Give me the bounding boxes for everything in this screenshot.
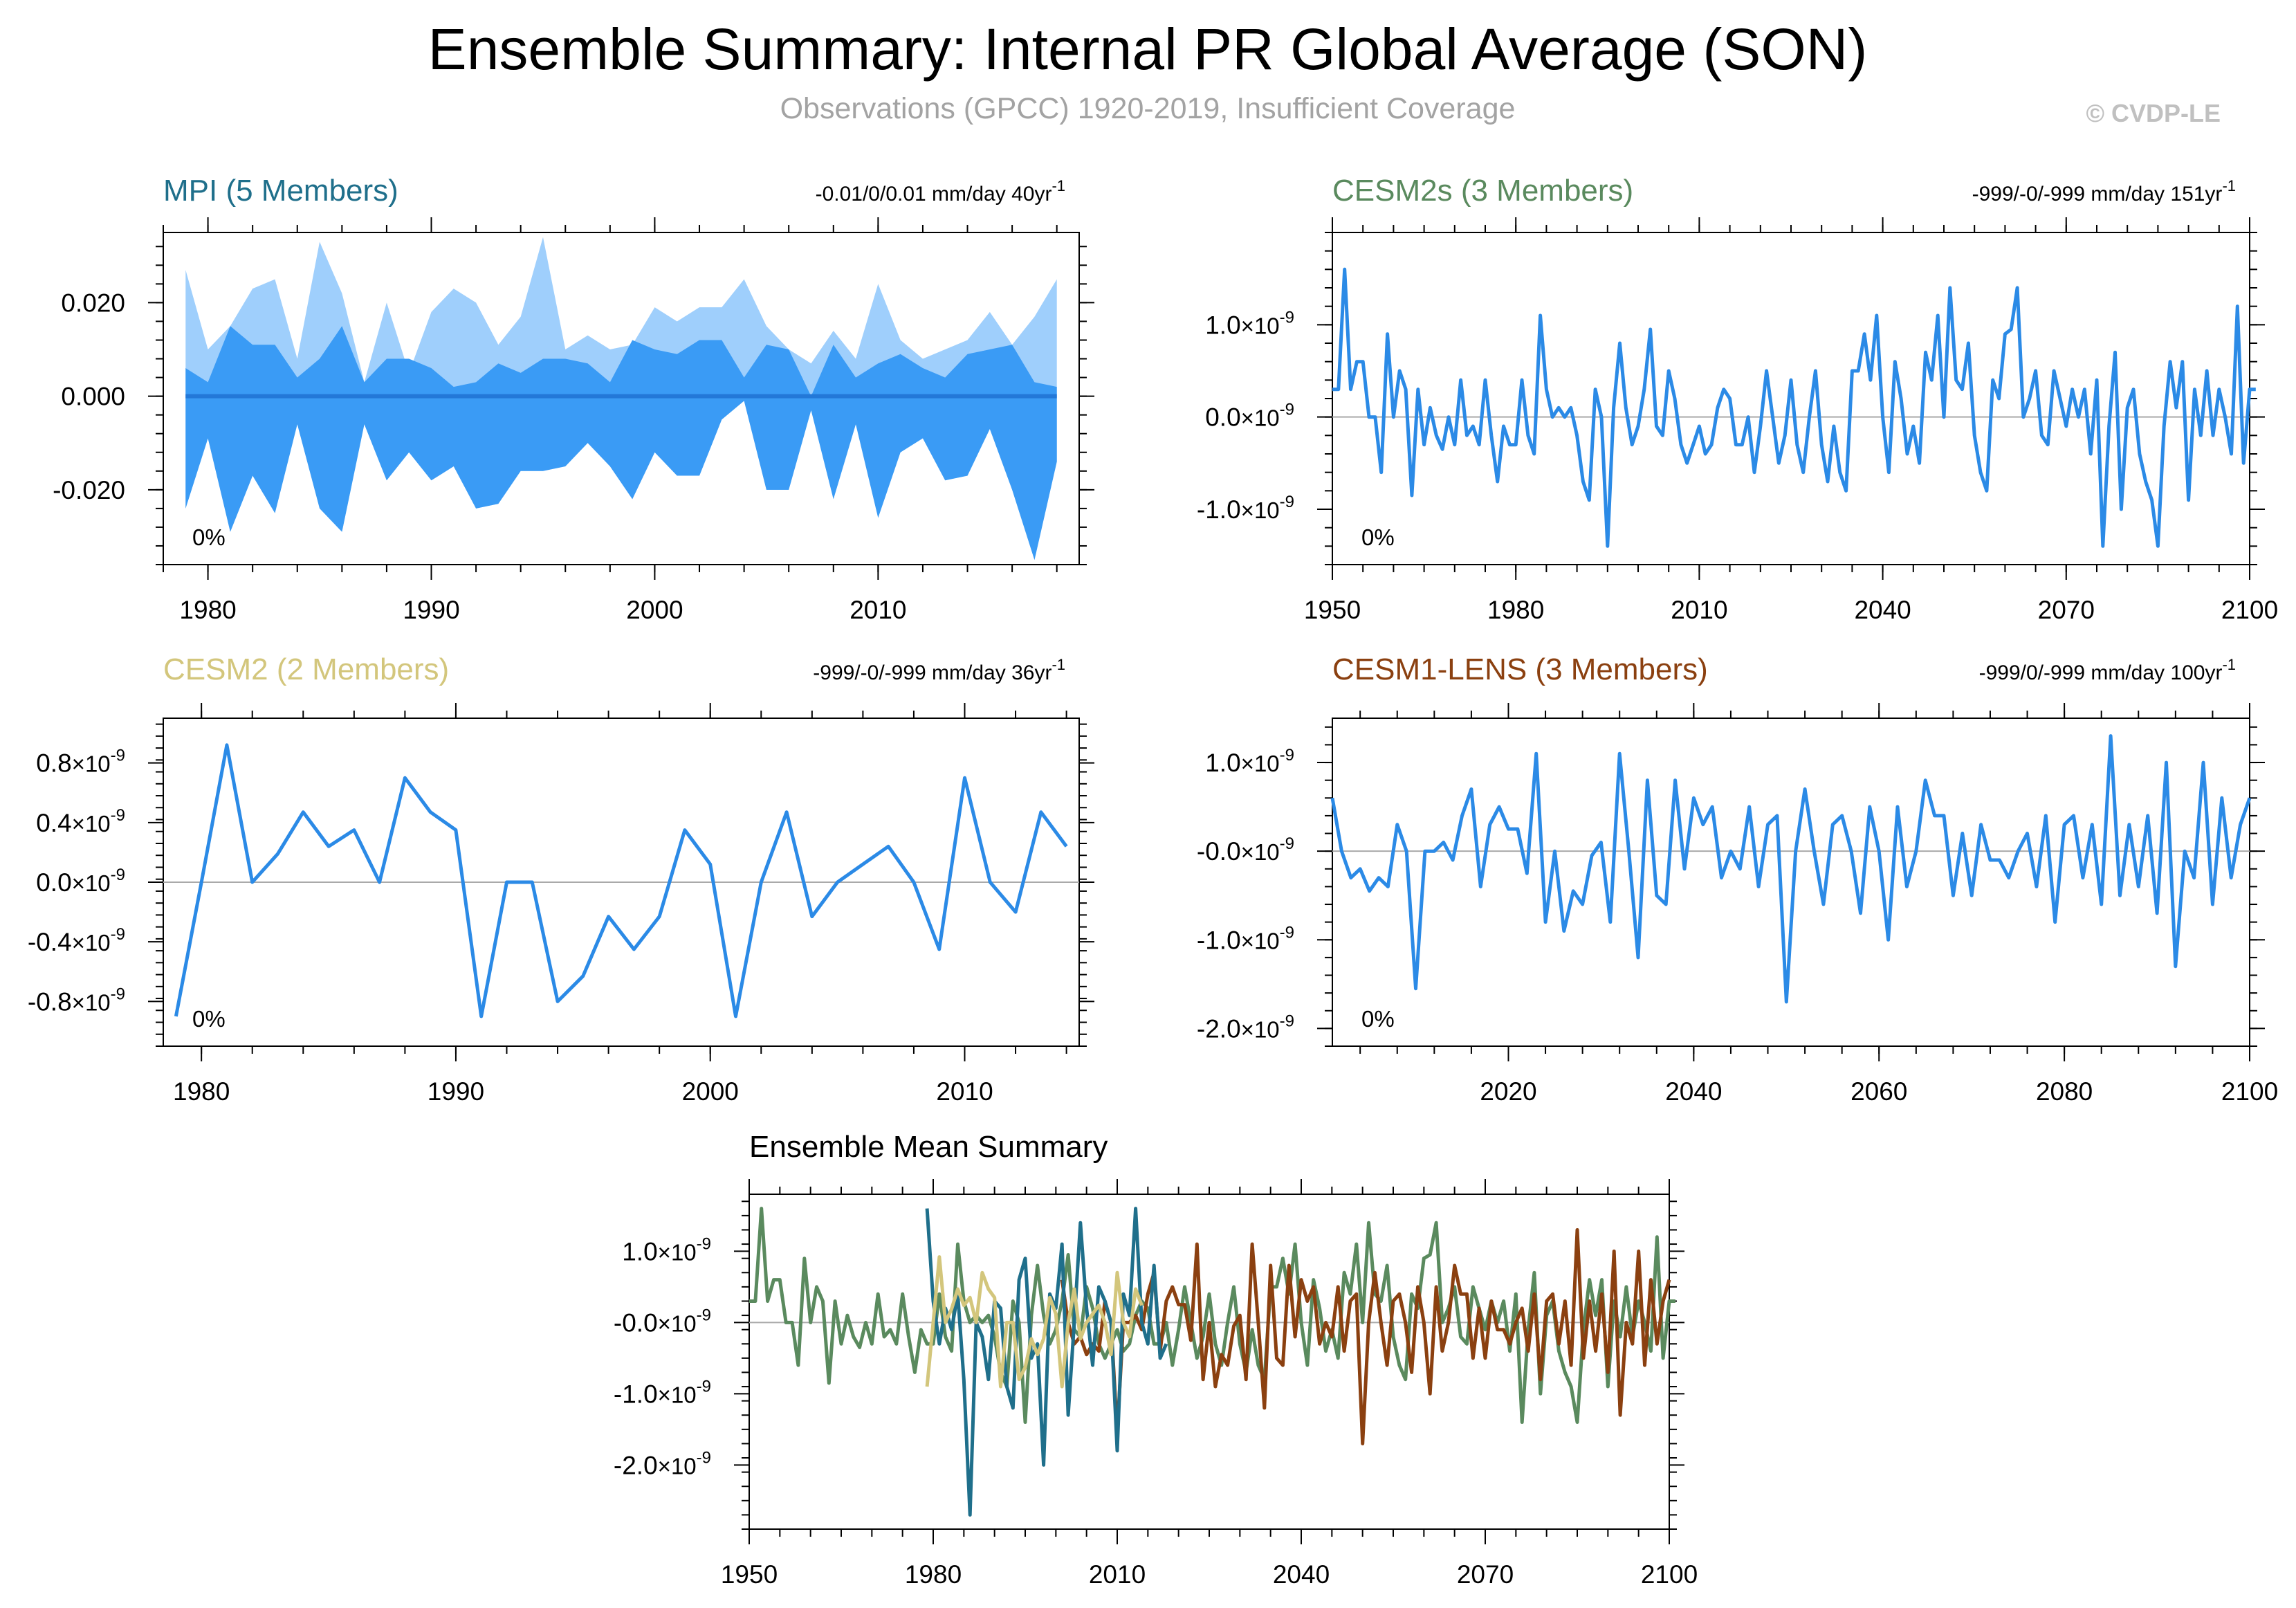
figure-title: Ensemble Summary: Internal PR Global Ave… bbox=[428, 17, 1868, 82]
x-tick-label: 2080 bbox=[2036, 1077, 2093, 1106]
y-tick-label: -0.8×10-9 bbox=[28, 985, 125, 1016]
x-tick-label: 2040 bbox=[1665, 1077, 1722, 1106]
y-tick-label: 1.0×10-9 bbox=[1205, 308, 1294, 339]
x-tick-label: 2000 bbox=[682, 1077, 739, 1106]
plot-frame bbox=[749, 1194, 1670, 1530]
series-line bbox=[1332, 267, 2256, 548]
panel-mpi: MPI (5 Members) -0.01/0/0.01 mm/day 40yr-… bbox=[53, 174, 1094, 624]
coverage-label: 0% bbox=[192, 524, 226, 550]
coverage-label: 0% bbox=[1361, 1006, 1395, 1032]
y-tick-label: -1.0×10-9 bbox=[1197, 493, 1294, 524]
coverage-label: 0% bbox=[192, 1006, 226, 1032]
trend-label: -999/-0/-999 mm/day 151yr-1 bbox=[1972, 177, 2236, 205]
y-tick-label: -0.020 bbox=[53, 476, 125, 504]
mean-series-cesm1 bbox=[1060, 1228, 1671, 1445]
y-tick-label: -2.0×10-9 bbox=[614, 1448, 711, 1479]
x-tick-label: 2100 bbox=[2221, 596, 2278, 624]
series-line bbox=[1330, 734, 2252, 1004]
x-tick-label: 2040 bbox=[1273, 1560, 1330, 1589]
y-tick-label: -1.0×10-9 bbox=[614, 1377, 711, 1408]
band-inner bbox=[185, 326, 1057, 560]
y-tick-label: 0.0×10-9 bbox=[36, 866, 125, 897]
x-tick-label: 1990 bbox=[403, 596, 459, 624]
panel-cesm2s: CESM2s (3 Members) -999/-0/-999 mm/day 15… bbox=[1197, 174, 2278, 624]
y-tick-label: 1.0×10-9 bbox=[1205, 746, 1294, 777]
plot-frame bbox=[163, 232, 1080, 565]
x-tick-label: 2100 bbox=[1641, 1560, 1698, 1589]
figure-subtitle: Observations (GPCC) 1920-2019, Insuffici… bbox=[780, 92, 1516, 125]
trend-label: -0.01/0/0.01 mm/day 40yr-1 bbox=[816, 177, 1065, 205]
x-tick-label: 1980 bbox=[173, 1077, 230, 1106]
credit-label: © CVDP-LE bbox=[2086, 99, 2221, 127]
mean-series-cesm2s bbox=[749, 1207, 1675, 1424]
y-tick-label: 1.0×10-9 bbox=[622, 1234, 711, 1266]
x-tick-label: 2010 bbox=[1089, 1560, 1146, 1589]
mean-series-mpi bbox=[925, 1207, 1168, 1517]
panels: MPI (5 Members) -0.01/0/0.01 mm/day 40yr-… bbox=[28, 174, 2278, 1589]
trend-label: -999/0/-999 mm/day 100yr-1 bbox=[1979, 656, 2236, 684]
y-tick-label: 0.0×10-9 bbox=[1205, 401, 1294, 432]
panel-title: CESM1-LENS (3 Members) bbox=[1332, 652, 1708, 686]
x-tick-label: 2010 bbox=[849, 596, 906, 624]
panel-title: MPI (5 Members) bbox=[163, 174, 398, 208]
y-tick-label: -0.0×10-9 bbox=[1197, 834, 1294, 866]
y-tick-label: -2.0×10-9 bbox=[1197, 1012, 1294, 1043]
y-tick-label: 0.000 bbox=[61, 383, 125, 411]
panel-cesm2: CESM2 (2 Members) -999/-0/-999 mm/day 36y… bbox=[28, 652, 1094, 1106]
x-tick-label: 2040 bbox=[1854, 596, 1911, 624]
x-tick-label: 1980 bbox=[179, 596, 236, 624]
x-tick-label: 2010 bbox=[936, 1077, 993, 1106]
x-tick-label: 1950 bbox=[721, 1560, 778, 1589]
plot-frame bbox=[1332, 718, 2250, 1047]
y-tick-label: -0.4×10-9 bbox=[28, 925, 125, 956]
trend-label: -999/-0/-999 mm/day 36yr-1 bbox=[813, 656, 1065, 684]
x-tick-label: 2010 bbox=[1671, 596, 1727, 624]
x-tick-label: 2060 bbox=[1850, 1077, 1907, 1106]
panel-title: Ensemble Mean Summary bbox=[749, 1130, 1108, 1164]
x-tick-label: 2070 bbox=[1457, 1560, 1514, 1589]
coverage-label: 0% bbox=[1361, 524, 1395, 550]
y-tick-label: 0.020 bbox=[61, 289, 125, 317]
x-tick-label: 1950 bbox=[1304, 596, 1361, 624]
x-tick-label: 2020 bbox=[1480, 1077, 1536, 1106]
panel-title: CESM2s (3 Members) bbox=[1332, 174, 1633, 208]
mean-series-cesm2 bbox=[925, 1255, 1144, 1389]
panel-title: CESM2 (2 Members) bbox=[163, 652, 449, 686]
panel-cesm1: CESM1-LENS (3 Members) -999/0/-999 mm/day… bbox=[1197, 652, 2278, 1106]
x-tick-label: 1980 bbox=[1487, 596, 1544, 624]
series-line bbox=[174, 743, 1068, 1018]
x-tick-label: 2100 bbox=[2221, 1077, 2278, 1106]
y-tick-label: 0.4×10-9 bbox=[36, 806, 125, 837]
x-tick-label: 1990 bbox=[428, 1077, 484, 1106]
y-tick-label: -0.0×10-9 bbox=[614, 1306, 711, 1337]
x-tick-label: 2070 bbox=[2038, 596, 2095, 624]
y-tick-label: -1.0×10-9 bbox=[1197, 923, 1294, 954]
y-tick-label: 0.8×10-9 bbox=[36, 747, 125, 778]
panel-mean: 1950 1980 2010 2040 2070 2100 1.0×10-9 -0.0×10-… bbox=[614, 1130, 1698, 1589]
x-tick-label: 1980 bbox=[905, 1560, 962, 1589]
x-tick-label: 2000 bbox=[626, 596, 683, 624]
